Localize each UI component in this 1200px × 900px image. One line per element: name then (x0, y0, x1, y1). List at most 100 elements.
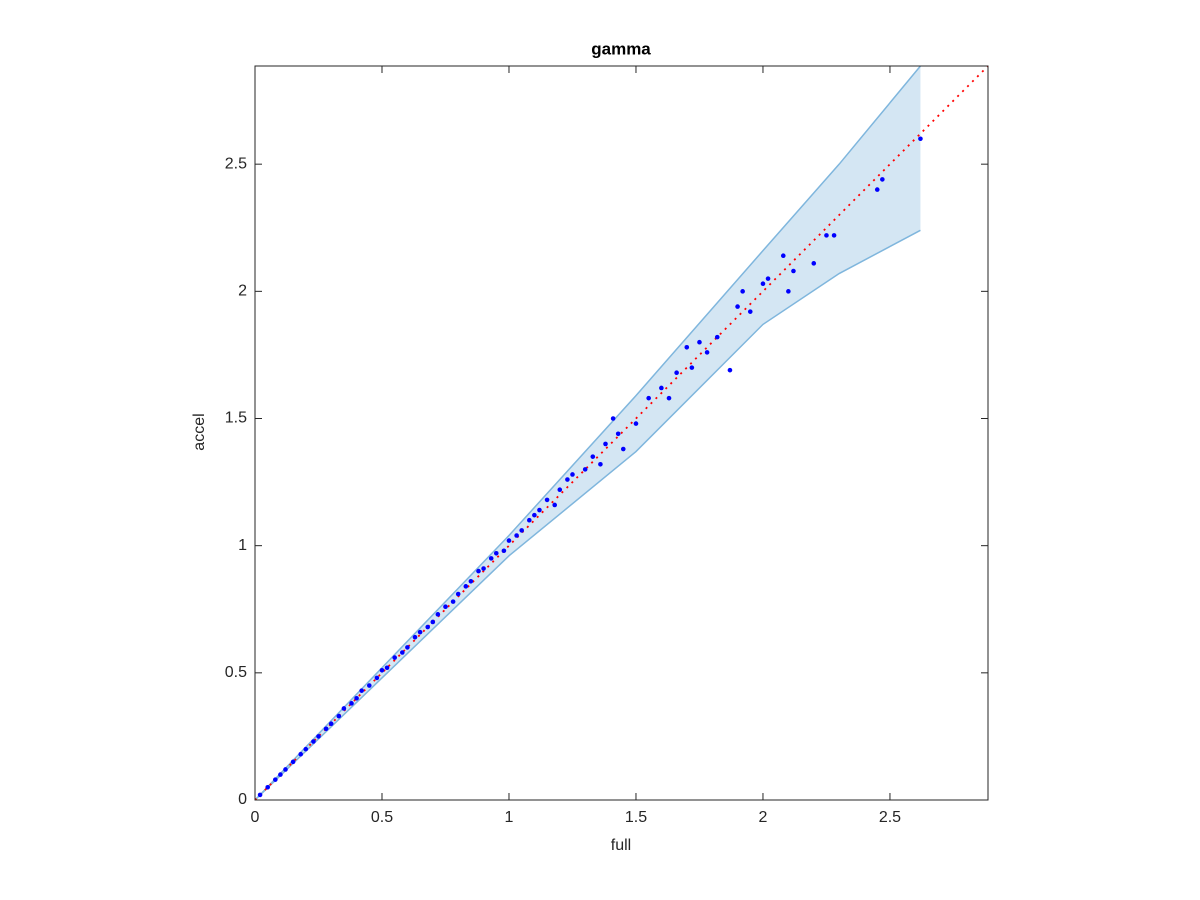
data-point (519, 528, 524, 533)
data-point (666, 395, 672, 401)
data-point (257, 792, 263, 798)
data-point (786, 289, 791, 294)
chart-title: gamma (591, 39, 651, 58)
data-point (435, 612, 441, 617)
data-point (328, 721, 334, 727)
data-point (514, 533, 519, 538)
data-point (740, 289, 745, 294)
data-point (374, 675, 380, 681)
data-point (323, 726, 329, 732)
data-point (874, 187, 880, 192)
data-point (527, 517, 532, 523)
y-tick-label: 1 (238, 537, 247, 554)
data-point (598, 461, 603, 467)
data-point (689, 365, 695, 370)
data-point (359, 688, 364, 693)
data-point (450, 599, 456, 604)
data-point (488, 556, 494, 561)
data-point (780, 253, 786, 259)
data-point (405, 645, 410, 650)
data-point (760, 281, 766, 287)
data-point (476, 568, 481, 574)
data-point (443, 604, 448, 610)
data-point (918, 136, 923, 142)
data-point (537, 507, 542, 513)
data-point (532, 512, 537, 518)
data-point (298, 751, 304, 757)
data-point (824, 233, 829, 238)
data-point (674, 370, 679, 376)
data-point (501, 548, 507, 554)
data-point (265, 784, 270, 790)
data-point (615, 431, 621, 437)
y-tick-label: 1.5 (225, 410, 247, 427)
data-point (384, 665, 390, 671)
data-point (811, 261, 817, 266)
data-point (366, 683, 372, 688)
x-tick-label: 1 (505, 809, 514, 826)
data-point (412, 634, 418, 640)
data-point (791, 268, 796, 274)
data-point (831, 233, 837, 238)
y-tick-label: 2 (238, 283, 247, 300)
data-point (714, 334, 720, 340)
x-tick-label: 1.5 (625, 809, 647, 826)
data-point (455, 591, 461, 597)
data-point (633, 421, 639, 426)
x-tick-label: 0.5 (371, 809, 393, 826)
band-edge (254, 65, 922, 801)
data-point (506, 538, 512, 543)
data-point (290, 759, 296, 765)
data-point (697, 339, 702, 345)
data-point (590, 454, 596, 459)
y-tick-label: 0 (238, 791, 247, 808)
data-point (610, 416, 616, 421)
data-point (341, 706, 347, 711)
data-point (735, 304, 740, 309)
data-point (493, 550, 499, 556)
data-point (273, 777, 278, 782)
data-point (570, 472, 575, 477)
y-axis-label: accel (191, 413, 208, 450)
data-point (552, 502, 558, 508)
data-point (544, 497, 550, 503)
data-point (463, 584, 469, 589)
data-point (880, 177, 885, 182)
data-point (646, 395, 651, 401)
data-point (336, 713, 342, 719)
data-point (659, 385, 664, 391)
data-point (747, 309, 753, 314)
data-point (430, 619, 436, 625)
data-point (765, 276, 771, 281)
data-point (303, 746, 309, 752)
data-point (379, 667, 385, 673)
data-point (283, 767, 288, 772)
data-point (704, 350, 710, 355)
x-tick-label: 2 (759, 809, 768, 826)
data-point (620, 446, 626, 452)
data-point (349, 701, 354, 706)
band-edge (254, 229, 921, 801)
x-tick-label: 2.5 (879, 809, 901, 826)
data-point (354, 695, 359, 701)
data-point (727, 367, 733, 373)
plot-frame (254, 65, 989, 801)
data-point (316, 734, 321, 739)
data-point (425, 624, 431, 630)
data-point (565, 477, 570, 482)
x-axis-label: full (611, 837, 631, 854)
data-point (417, 629, 423, 635)
data-point (392, 655, 397, 660)
data-point (468, 578, 474, 584)
y-tick-label: 0.5 (225, 664, 247, 681)
data-point (582, 467, 588, 472)
reference-line (254, 65, 989, 801)
data-point (311, 739, 316, 744)
data-point (278, 772, 283, 777)
data-point (400, 650, 405, 655)
data-point (481, 566, 486, 571)
y-tick-label: 2.5 (225, 155, 247, 172)
data-point (684, 344, 690, 350)
